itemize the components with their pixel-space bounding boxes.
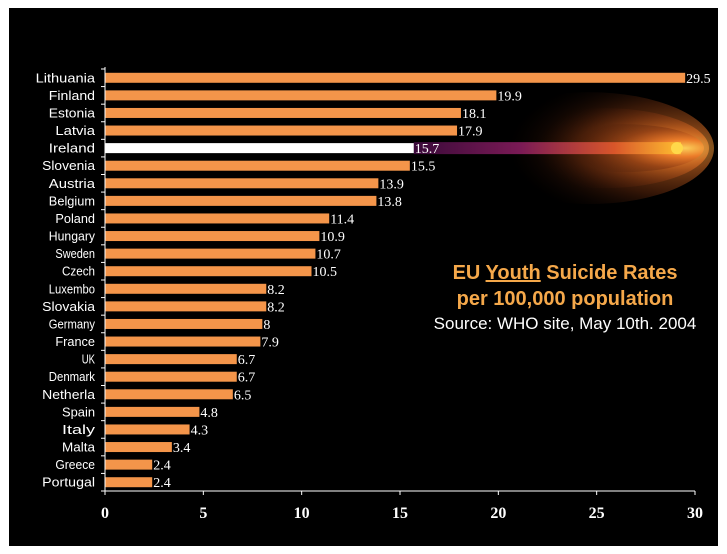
bar-latvia [105,125,458,136]
value-label-lithuania: 29.5 [686,72,711,87]
category-label-slovenia: Slovenia [42,158,96,173]
caption-source: Source: WHO site, May 10th. 2004 [433,314,697,333]
value-label-belgium: 13.8 [377,195,402,210]
value-label-netherla: 6.5 [234,388,252,403]
caption-title-underlined: Youth [485,262,541,284]
category-label-germany: Germany [49,316,96,331]
bar-sweden [105,248,316,259]
category-label-malta: Malta [62,440,96,455]
bar-poland [105,213,330,224]
value-label-slovakia: 8.2 [267,300,285,315]
category-label-estonia: Estonia [49,105,96,120]
chart-caption: EU Youth Suicide Rates per 100,000 popul… [417,260,713,336]
bar-malta [105,442,172,453]
comet-head [671,142,683,155]
chart-slide: Lithuania 29.5 Finland 19.9 Estonia 18.1 Latvi… [9,8,718,546]
bar-belgium [105,195,377,206]
value-label-sweden: 10.7 [316,248,341,263]
value-label-luxembo: 8.2 [267,283,285,298]
bar-italy [105,424,190,435]
value-label-slovenia: 15.5 [411,160,436,175]
value-label-finland: 19.9 [497,89,522,104]
caption-subtitle: per 100,000 population [456,288,674,310]
bar-hungary [105,231,320,242]
caption-title-pre: EU [452,262,486,284]
bar-germany [105,318,263,329]
value-label-denmark: 6.7 [238,371,256,386]
category-label-finland: Finland [49,88,95,103]
category-label-ireland: Ireland [49,141,95,156]
category-label-hungary: Hungary [49,229,96,244]
value-label-austria: 13.9 [379,177,404,192]
x-tick-label-10: 10 [294,505,310,522]
category-label-spain: Spain [62,404,95,419]
category-label-denmark: Denmark [49,369,96,384]
value-label-greece: 2.4 [153,459,171,474]
caption-title-post: Suicide Rates [540,262,678,284]
bar-uk [105,354,237,365]
bars-group: Lithuania 29.5 Finland 19.9 Estonia 18.1 Latvi… [36,70,711,491]
value-label-italy: 4.3 [191,423,209,438]
bar-chart: Lithuania 29.5 Finland 19.9 Estonia 18.1 Latvi… [36,67,714,522]
value-label-hungary: 10.9 [320,230,345,245]
bar-denmark [105,371,237,382]
axes-group: 0 5 10 15 20 25 30 [101,67,703,522]
category-label-france: France [55,334,95,349]
comet-beam [413,142,681,155]
category-label-portugal: Portugal [42,475,95,490]
x-tick-label-25: 25 [589,505,605,522]
value-label-poland: 11.4 [330,212,354,227]
x-tick-label-5: 5 [199,505,207,522]
value-label-france: 7.9 [261,336,279,351]
comet-highlight [413,92,714,205]
category-label-belgium: Belgium [49,193,95,208]
bar-austria [105,178,379,189]
bar-spain [105,406,200,417]
bar-slovenia [105,160,410,171]
value-label-uk: 6.7 [238,353,256,368]
value-label-spain: 4.8 [200,406,218,421]
x-tick-label-20: 20 [490,505,506,522]
bar-slovakia [105,301,267,312]
bar-finland [105,90,497,101]
category-label-sweden: Sweden [55,246,95,261]
value-label-estonia: 18.1 [462,107,487,122]
value-label-ireland: 15.7 [415,142,440,157]
category-label-slovakia: Slovakia [42,299,96,314]
bar-ireland [105,143,414,154]
bar-france [105,336,261,347]
bar-czech [105,266,312,277]
x-tick-label-15: 15 [392,505,408,522]
bar-estonia [105,107,461,118]
bar-portugal [105,477,153,488]
category-label-latvia: Latvia [55,123,95,138]
category-label-austria: Austria [49,176,96,191]
category-label-lithuania: Lithuania [36,70,96,85]
value-label-germany: 8 [263,318,270,333]
value-label-malta: 3.4 [173,441,191,456]
caption-title: EU Youth Suicide Rates [417,260,713,286]
category-label-italy: Italy [62,422,96,437]
value-label-czech: 10.5 [313,265,338,280]
category-label-czech: Czech [62,264,95,279]
category-label-greece: Greece [55,457,95,472]
bar-greece [105,459,153,470]
bar-netherla [105,389,233,400]
category-label-netherla: Netherla [42,387,96,402]
category-label-luxembo: Luxembo [49,281,95,296]
bar-lithuania [105,72,686,83]
value-label-portugal: 2.4 [153,476,171,491]
category-label-poland: Poland [55,211,95,226]
value-label-latvia: 17.9 [458,125,483,140]
category-label-uk: UK [82,352,95,367]
bar-luxembo [105,283,267,294]
x-tick-label-30: 30 [687,505,703,522]
x-tick-label-0: 0 [101,505,109,522]
